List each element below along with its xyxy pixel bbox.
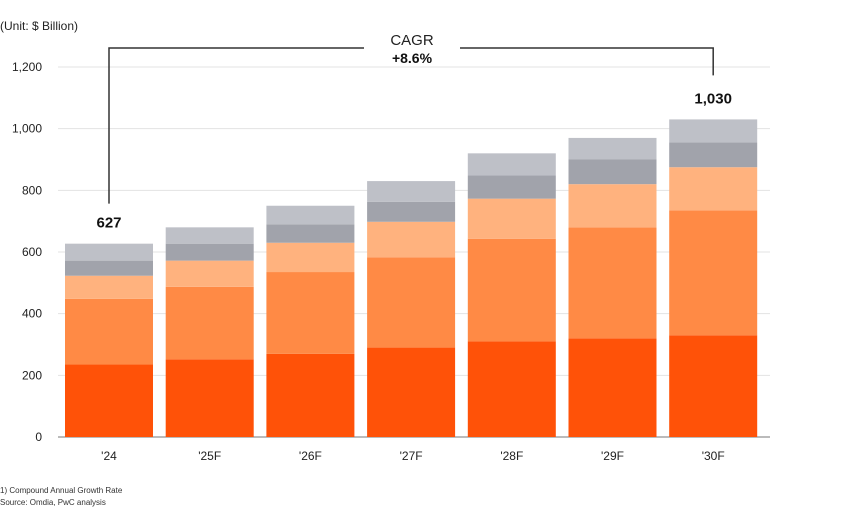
bar-segment-2 [367,257,456,348]
y-tick-label: 1,200 [12,60,42,74]
bar-segment-3 [165,260,254,287]
bar-segment-4 [367,201,456,222]
y-tick-label: 800 [22,183,42,197]
bar-segment-3 [467,198,556,239]
unit-label: (Unit: $ Billion) [0,19,79,33]
bar-segment-5 [467,153,556,176]
bar-segment-3 [568,184,657,228]
bar-segment-1 [467,341,556,437]
x-tick-label: '25F [198,449,221,463]
bar-segment-5 [266,205,355,225]
bar-segment-3 [266,242,355,273]
y-tick-label: 400 [22,307,42,321]
total-label: 1,030 [694,90,732,107]
bar-segment-1 [669,335,758,437]
bar-segment-2 [266,272,355,354]
bar-segment-5 [568,137,657,160]
bar-segment-2 [568,227,657,339]
bar-segment-1 [165,359,254,437]
bar-segment-1 [367,347,456,437]
bar-segment-4 [65,260,153,276]
bar-segment-2 [467,238,556,342]
bar-segment-3 [367,221,456,258]
bar-segment-3 [65,275,153,299]
bar-segment-5 [367,181,456,202]
bar-segment-2 [65,298,153,365]
x-tick-label: '29F [601,449,624,463]
x-tick-label: '27F [400,449,423,463]
cagr-value: +8.6% [392,50,433,66]
x-tick-label: '26F [299,449,322,463]
bar-segment-4 [568,159,657,185]
bar-segment-4 [669,142,758,168]
bar-segment-5 [669,119,758,143]
bar-segment-3 [669,167,758,211]
y-tick-label: 200 [22,368,42,382]
cagr-bracket-left [108,47,364,204]
x-tick-label: '28F [500,449,523,463]
cagr-title: CAGR [390,32,434,49]
bar-segment-5 [165,227,254,244]
total-label: 627 [96,215,121,232]
footnote-cagr: 1) Compound Annual Growth Rate [0,486,123,495]
y-tick-label: 0 [35,430,42,444]
y-tick-label: 600 [22,245,42,259]
footnote-source: Source: Omdia, PwC analysis [0,498,106,507]
bar-segment-2 [669,210,758,336]
y-tick-label: 1,000 [12,122,42,136]
bar-segment-2 [165,286,254,360]
bar-segment-4 [165,243,254,261]
bar-segment-1 [65,364,153,437]
bar-segment-5 [65,243,153,261]
bar-segment-1 [266,353,355,437]
bar-segment-4 [467,175,556,199]
x-tick-label: '30F [702,449,725,463]
x-tick-label: '24 [101,449,117,463]
bar-segment-1 [568,338,657,437]
cagr-bracket-right [460,47,714,76]
bar-segment-4 [266,224,355,243]
